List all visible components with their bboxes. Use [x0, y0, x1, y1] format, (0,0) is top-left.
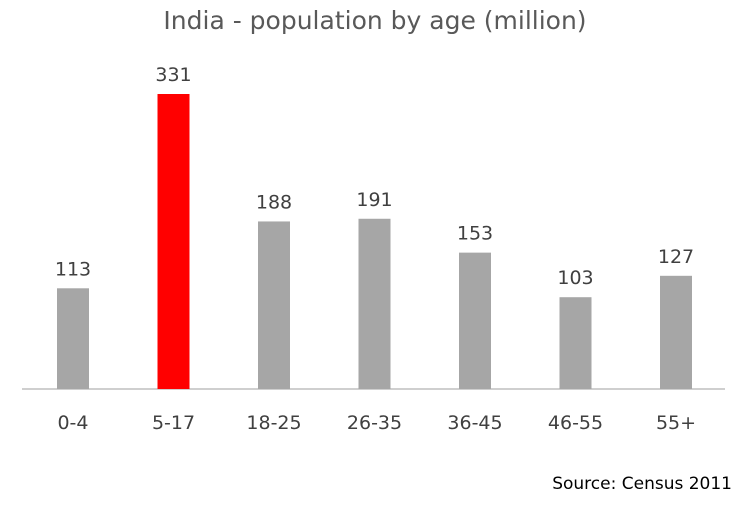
data-label-55+: 127: [658, 246, 694, 268]
x-tick-label-46-55: 46-55: [548, 412, 603, 434]
bar-46-55: [559, 297, 592, 389]
bar-26-35: [358, 218, 391, 389]
bar-0-4: [57, 288, 89, 389]
chart-title: India - population by age (million): [163, 6, 587, 35]
bar-18-25: [258, 221, 290, 389]
x-tick-label-26-35: 26-35: [347, 412, 402, 434]
data-label-5-17: 331: [155, 64, 191, 86]
x-tick-label-36-45: 36-45: [447, 412, 502, 434]
data-label-46-55: 103: [557, 267, 593, 289]
x-tick-label-55+: 55+: [656, 412, 696, 434]
x-tick-label-5-17: 5-17: [152, 412, 195, 434]
source-note: Source: Census 2011: [552, 474, 732, 494]
bar-55+: [660, 275, 692, 389]
x-tick-label-0-4: 0-4: [57, 412, 88, 434]
data-label-18-25: 188: [256, 191, 292, 213]
x-tick-label-18-25: 18-25: [246, 412, 301, 434]
bar-5-17: [157, 94, 190, 389]
data-label-36-45: 153: [457, 223, 493, 245]
bar-36-45: [459, 252, 491, 389]
data-label-26-35: 191: [356, 189, 392, 211]
data-label-0-4: 113: [55, 258, 91, 280]
